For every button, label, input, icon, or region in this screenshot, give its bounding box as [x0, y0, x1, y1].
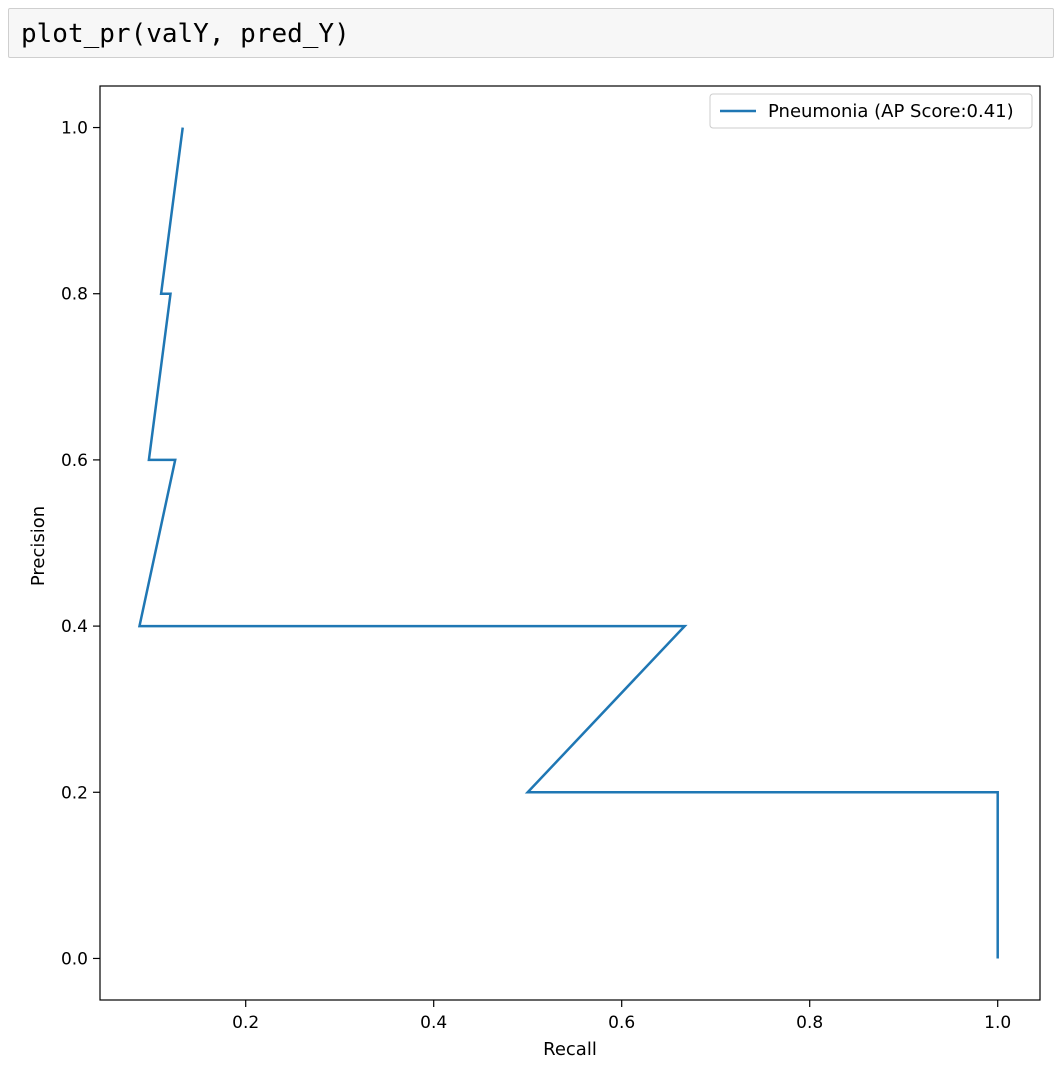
x-axis: 0.2 0.4 0.6 0.8 1.0: [232, 1000, 1011, 1033]
x-tick-label: 1.0: [984, 1013, 1011, 1033]
series-line: [137, 127, 999, 959]
x-tick-label: 0.6: [608, 1013, 635, 1033]
x-tick-label: 0.2: [232, 1013, 259, 1033]
legend-box: [709, 93, 1033, 129]
legend-label: Pneumonia (AP Score:0.41): [768, 101, 1014, 122]
series-layer: [137, 127, 999, 959]
y-axis-label: Precision: [28, 506, 49, 586]
y-tick-label: 0.0: [61, 949, 88, 969]
y-tick-label: 0.8: [61, 285, 88, 305]
legend: Pneumonia (AP Score:0.41): [709, 93, 1033, 129]
y-axis: 0.0 0.2 0.4 0.6 0.8 1.0: [61, 119, 100, 969]
y-tick-label: 0.2: [61, 783, 88, 803]
precision-recall-chart: 0.2 0.4 0.6 0.8 1.0 0.0 0.2 0.4 0.6 0.8 1.0 Recal…: [28, 85, 1041, 1060]
x-axis-label: Recall: [543, 1039, 597, 1060]
code-cell-input[interactable]: plot_pr(valY, pred_Y): [8, 8, 1054, 58]
y-tick-label: 1.0: [61, 119, 88, 139]
y-tick-label: 0.4: [61, 617, 88, 637]
plot-frame: [99, 85, 1041, 1001]
y-tick-label: 0.6: [61, 451, 88, 471]
x-tick-label: 0.4: [420, 1013, 447, 1033]
x-tick-label: 0.8: [796, 1013, 823, 1033]
